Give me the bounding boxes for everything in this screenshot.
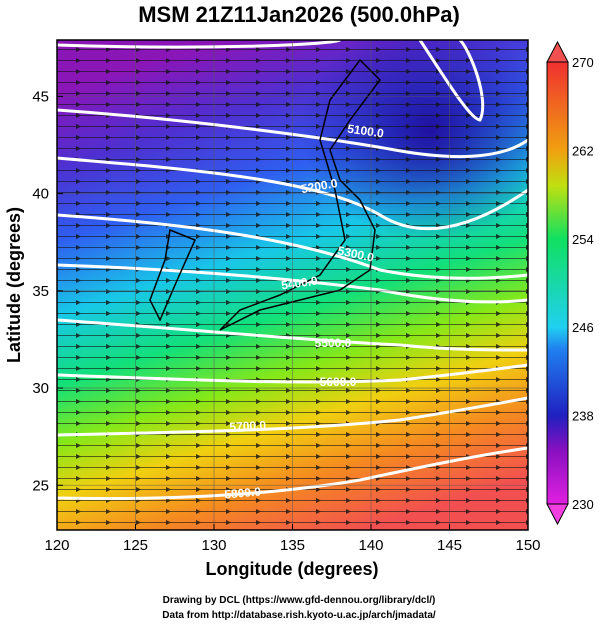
x-tick-label: 120 [44, 537, 69, 554]
plot-frame [56, 39, 529, 531]
colorbar-tick-label: 270 [572, 55, 594, 70]
title: MSM 21Z11Jan2026 (500.0hPa) [138, 2, 460, 27]
x-tick-label: 135 [280, 537, 305, 554]
contour-label: 5600.0 [320, 375, 357, 389]
colorbar-tick-label: 246 [572, 320, 594, 335]
x-tick-label: 140 [358, 537, 383, 554]
y-tick-label: 25 [32, 477, 49, 494]
colorbar-tick-label: 238 [572, 409, 594, 424]
x-tick-label: 150 [515, 537, 540, 554]
y-tick-label: 45 [32, 88, 49, 105]
contour-label: 5800.0 [224, 484, 262, 501]
credit: Drawing by DCL (https://www.gfd-dennou.o… [163, 595, 436, 606]
contour-label: 5200.0 [300, 176, 339, 196]
colorbar [546, 61, 569, 505]
colorbar-tick-label: 254 [572, 232, 594, 247]
coastline [149, 58, 381, 331]
contour-label: 5400.0 [280, 274, 319, 293]
colorbar-min-arrow [546, 503, 569, 526]
x-tick-label: 125 [123, 537, 148, 554]
contour-label: 5100.0 [346, 122, 385, 141]
contour-label: 5500.0 [315, 336, 352, 350]
colorbar-tick-label: 262 [572, 143, 594, 158]
axes: 120 125 130 135 140 145 150 25 30 35 40 45 230 238 246… [32, 40, 594, 554]
contour-labels: 5100.05200.05300.05400.05500.05600.05700… [224, 122, 385, 502]
y-tick-label: 35 [32, 283, 49, 300]
y-tick-label: 30 [32, 380, 49, 397]
contour-label: 5700.0 [229, 418, 267, 434]
colorbar-tick-label: 230 [572, 497, 594, 512]
x-tick-label: 145 [437, 537, 462, 554]
y-tick-label: 40 [32, 186, 49, 203]
x-tick-label: 130 [201, 537, 226, 554]
x-axis-label: Longitude (degrees) [205, 559, 378, 579]
credit: Data from http://database.rish.kyoto-u.a… [162, 610, 436, 621]
y-axis-label: Latitude (degrees) [4, 207, 24, 363]
colorbar-max-arrow [546, 40, 569, 63]
